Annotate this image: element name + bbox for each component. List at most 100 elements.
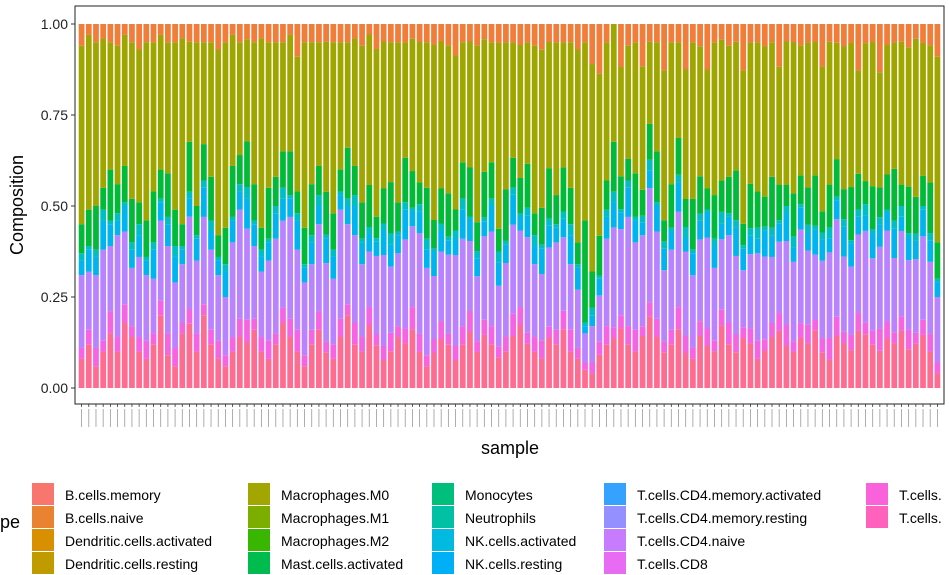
bar-segment xyxy=(690,198,696,250)
x-tick-label-mark xyxy=(685,409,687,427)
bar-segment xyxy=(316,224,322,312)
bar-segment xyxy=(474,351,481,388)
bar-segment xyxy=(553,242,560,330)
bar-segment xyxy=(229,220,236,243)
legend-swatch xyxy=(248,483,270,505)
bar-segment xyxy=(862,334,869,388)
bar-segment xyxy=(352,235,358,323)
bar-segment xyxy=(445,45,452,194)
bar-segment xyxy=(927,24,934,46)
bar-segment xyxy=(761,256,768,340)
bar-segment xyxy=(337,337,344,388)
bar-segment xyxy=(452,237,459,255)
bar-segment xyxy=(387,332,394,352)
bar-segment xyxy=(848,266,854,335)
bar-segment xyxy=(323,263,329,342)
legend-label: NK.cells.resting xyxy=(465,556,562,572)
bar-segment xyxy=(862,204,869,216)
bar-segment xyxy=(725,322,732,345)
bar-segment xyxy=(826,252,833,339)
x-tick-label-mark xyxy=(131,409,133,427)
bar-segment xyxy=(359,238,365,243)
x-tick-label-mark xyxy=(95,409,97,427)
bar-segment xyxy=(761,339,768,351)
x-tick-label-mark xyxy=(354,409,356,427)
x-tick-label-mark xyxy=(706,409,708,427)
bar-segment xyxy=(805,224,811,232)
bar-segment xyxy=(538,358,545,388)
bar-segment xyxy=(560,167,567,212)
bar-segment xyxy=(352,24,358,39)
x-tick-label-mark xyxy=(865,409,866,427)
bar-segment xyxy=(869,24,876,43)
bar-segment xyxy=(891,343,898,388)
bar-segment xyxy=(747,235,754,255)
bar-segment xyxy=(725,176,732,214)
x-tick-label-mark xyxy=(541,409,543,427)
x-tick-label-mark xyxy=(634,409,636,427)
bar-segment xyxy=(912,343,919,388)
bar-segment xyxy=(797,323,804,338)
bar-segment xyxy=(416,233,423,334)
x-tick-label-mark xyxy=(347,409,349,427)
bar-segment xyxy=(747,254,754,329)
bar-segment xyxy=(912,38,919,197)
bar-segment xyxy=(905,349,912,388)
bar-segment xyxy=(553,42,560,196)
bar-segment xyxy=(258,249,265,257)
bar-segment xyxy=(352,322,358,345)
bar-segment xyxy=(481,39,488,172)
bar-segment xyxy=(359,45,365,203)
bar-segment xyxy=(93,206,99,250)
bar-segment xyxy=(740,245,747,249)
bar-segment xyxy=(200,216,207,305)
bar-segment xyxy=(603,238,610,327)
bar-segment xyxy=(769,256,775,323)
bar-segment xyxy=(668,227,675,232)
bar-segment xyxy=(172,209,178,247)
bar-segment xyxy=(474,341,481,352)
bar-segment xyxy=(179,38,186,225)
bar-segment xyxy=(395,337,401,388)
bar-segment xyxy=(574,289,581,348)
bar-segment xyxy=(244,342,250,388)
bar-segment xyxy=(567,224,574,236)
bar-segment xyxy=(100,351,107,388)
bar-segment xyxy=(402,328,409,344)
bar-segment xyxy=(596,278,603,296)
bar-segment xyxy=(114,184,121,214)
bar-segment xyxy=(395,231,401,236)
bar-segment xyxy=(85,344,92,388)
bar-segment xyxy=(236,337,243,388)
x-tick-label-mark xyxy=(117,409,118,427)
bar-segment xyxy=(409,207,416,212)
bar-segment xyxy=(697,321,703,336)
bar-segment xyxy=(308,235,315,243)
bar-segment xyxy=(272,213,279,239)
bar-segment xyxy=(646,188,653,303)
bar-segment xyxy=(136,351,142,388)
x-tick-label-mark xyxy=(469,409,471,427)
bar-segment xyxy=(229,351,236,388)
bar-segment xyxy=(538,340,545,359)
bar-segment xyxy=(272,206,279,214)
bar-segment xyxy=(423,249,430,268)
bar-segment xyxy=(632,42,639,174)
bar-segment xyxy=(474,222,481,252)
bar-segment xyxy=(409,24,416,39)
x-tick-label-mark xyxy=(160,409,162,427)
bar-segment xyxy=(711,195,718,239)
bar-segment xyxy=(589,362,596,374)
bar-segment xyxy=(280,42,286,152)
bar-segment xyxy=(172,256,178,283)
y-tick-label: 0.50 xyxy=(41,198,68,214)
bar-segment xyxy=(654,151,660,203)
x-tick-label-mark xyxy=(527,409,528,427)
x-tick-label-mark xyxy=(893,409,895,427)
bar-segment xyxy=(790,247,797,262)
x-tick-label-mark xyxy=(563,409,564,427)
bar-segment xyxy=(790,351,797,388)
bar-segment xyxy=(661,270,667,342)
bar-segment xyxy=(459,209,466,239)
bar-segment xyxy=(316,24,322,43)
